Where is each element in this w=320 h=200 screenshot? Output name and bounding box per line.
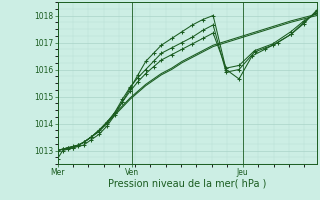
X-axis label: Pression niveau de la mer( hPa ): Pression niveau de la mer( hPa ) <box>108 179 266 189</box>
